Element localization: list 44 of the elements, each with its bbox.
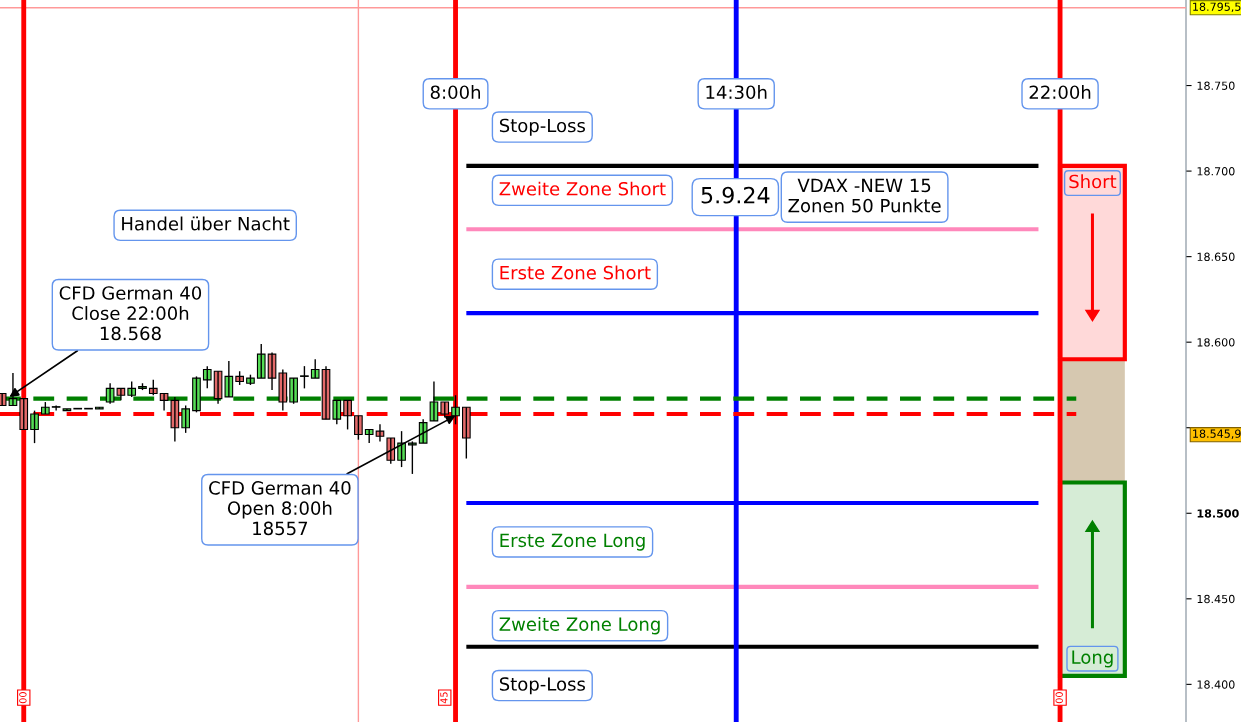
ref-line-label: 18.795,5: [1193, 2, 1241, 13]
candlestick: [181, 404, 191, 434]
ref-line-label: 8:00h: [430, 85, 481, 100]
ref-line-label: Zweite Zone Short: [499, 181, 666, 196]
y-tick-label: 18.500: [1197, 509, 1239, 518]
x-tick-label: 00: [1055, 692, 1063, 704]
ref-line-label: Stop-Loss: [499, 118, 586, 136]
y-tick-label: 18.650: [1197, 252, 1235, 262]
candlestick: [256, 343, 266, 379]
ref-line-label: Zweite Zone Long: [499, 616, 660, 635]
annotation: CFD German 40 Close 22:00h 18.568: [59, 286, 202, 341]
candlestick: [343, 399, 352, 431]
candlestick: [51, 404, 61, 412]
ref-line-label: 22:00h: [1029, 85, 1091, 100]
ref-line-label: Erste Zone Long: [500, 533, 645, 551]
candlestick: [310, 358, 320, 379]
candlestick: [94, 406, 104, 410]
candlestick: [202, 365, 212, 390]
x-tick-label: 45: [440, 692, 448, 704]
y-tick-label: 18.600: [1197, 338, 1235, 347]
y-tick-label: 18.750: [1197, 81, 1235, 90]
band-label: Long: [1072, 650, 1113, 668]
annotation: 5.9.24: [701, 186, 770, 204]
candlestick: [332, 399, 342, 425]
candlestick: [300, 365, 309, 390]
annotation: Handel über Nacht: [122, 216, 290, 231]
ref-line-label: 14:30h: [706, 85, 767, 100]
ref-line-label: Stop-Loss: [499, 677, 586, 695]
candlestick: [19, 397, 29, 431]
candlestick: [62, 408, 72, 412]
candlestick: [30, 409, 39, 444]
candlestick: [289, 377, 298, 405]
band-label: Short: [1069, 174, 1117, 189]
candlestick: [192, 375, 201, 414]
y-tick-label: 18.700: [1197, 167, 1235, 176]
ref-line-label: Erste Zone Short: [500, 265, 651, 280]
candlestick: [462, 406, 471, 460]
annotation: CFD German 40 Open 8:00h 18557: [209, 481, 351, 536]
y-tick-label: 18.450: [1197, 594, 1235, 604]
x-tick-label: 00: [19, 692, 27, 704]
text: 18.545,9: [1193, 429, 1241, 439]
candlestick: [354, 415, 363, 441]
y-tick-label: 18.400: [1197, 680, 1235, 689]
annotation: VDAX -NEW 15 Zonen 50 Punkte: [788, 178, 941, 213]
